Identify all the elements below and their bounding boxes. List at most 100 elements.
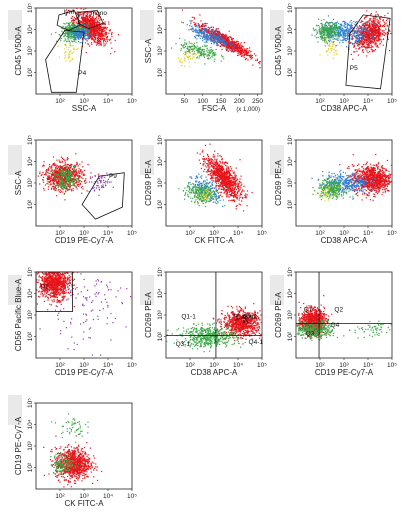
data-point xyxy=(207,57,210,59)
data-point xyxy=(106,26,108,29)
data-point xyxy=(86,23,88,26)
data-point xyxy=(91,20,93,22)
data-point xyxy=(88,28,90,31)
data-point xyxy=(198,51,200,54)
data-point xyxy=(72,19,74,21)
data-point xyxy=(88,45,91,47)
data-point xyxy=(86,28,88,30)
data-point xyxy=(217,37,219,39)
data-point xyxy=(98,22,101,24)
data-point xyxy=(344,25,346,28)
data-point xyxy=(238,47,240,50)
data-point xyxy=(105,28,108,30)
data-point xyxy=(100,18,102,20)
data-point xyxy=(90,29,92,31)
data-point xyxy=(242,46,244,48)
data-point xyxy=(96,34,99,36)
data-point xyxy=(71,185,73,187)
data-point xyxy=(67,38,69,40)
data-point xyxy=(91,18,93,20)
data-point xyxy=(223,42,225,44)
data-point xyxy=(76,35,78,37)
data-point xyxy=(361,30,363,32)
data-point xyxy=(192,27,194,29)
data-point xyxy=(364,41,366,43)
data-point xyxy=(74,38,76,40)
data-point xyxy=(247,54,249,56)
data-point xyxy=(99,25,101,27)
data-point xyxy=(95,18,97,20)
data-point xyxy=(374,20,376,22)
data-point xyxy=(375,34,377,37)
data-point xyxy=(227,42,229,45)
data-point xyxy=(86,29,88,31)
data-point xyxy=(66,36,68,38)
data-point xyxy=(180,60,182,62)
data-point xyxy=(80,8,82,10)
data-point xyxy=(198,31,200,33)
data-point xyxy=(107,39,109,41)
data-point xyxy=(90,24,92,26)
data-point xyxy=(78,40,80,43)
data-point xyxy=(89,36,91,39)
data-point xyxy=(206,48,208,50)
data-point xyxy=(191,50,193,52)
data-point xyxy=(71,27,74,29)
data-point xyxy=(70,36,72,38)
data-point xyxy=(203,52,205,54)
data-point xyxy=(74,35,76,37)
data-point xyxy=(211,34,213,36)
data-point xyxy=(68,23,71,25)
scan-smudge xyxy=(140,10,154,40)
data-point xyxy=(222,33,224,35)
data-point xyxy=(384,23,386,25)
data-point xyxy=(85,8,87,10)
data-point xyxy=(97,23,99,26)
data-point xyxy=(217,33,219,35)
data-point xyxy=(235,42,237,44)
data-point xyxy=(363,27,365,29)
data-point xyxy=(361,34,364,36)
data-point xyxy=(375,39,378,41)
data-point xyxy=(57,180,59,182)
data-point xyxy=(229,36,231,38)
data-point xyxy=(246,49,248,52)
data-point xyxy=(226,45,228,47)
data-point xyxy=(342,29,344,32)
data-point xyxy=(88,14,91,16)
data-point xyxy=(375,45,377,47)
data-point xyxy=(211,32,214,34)
data-point xyxy=(360,41,362,43)
data-point xyxy=(224,43,226,45)
data-point xyxy=(234,45,236,47)
data-point xyxy=(214,40,216,42)
data-point xyxy=(68,22,70,24)
data-point xyxy=(79,34,81,36)
data-point xyxy=(204,63,206,65)
data-point xyxy=(338,25,340,28)
data-point xyxy=(246,50,248,53)
data-point xyxy=(82,12,84,14)
data-point xyxy=(67,30,70,33)
data-point xyxy=(91,24,93,27)
data-point xyxy=(219,42,222,44)
data-point xyxy=(199,53,202,55)
data-point xyxy=(377,44,379,46)
data-point xyxy=(79,41,81,44)
data-point xyxy=(94,38,97,40)
data-point xyxy=(205,53,207,56)
data-point xyxy=(208,35,210,37)
data-point xyxy=(191,42,193,45)
data-point xyxy=(193,42,196,44)
data-point xyxy=(99,43,101,45)
data-point xyxy=(87,25,89,27)
data-point xyxy=(188,29,190,31)
data-point xyxy=(184,45,187,48)
data-point xyxy=(193,45,195,47)
data-point xyxy=(76,36,78,38)
data-point xyxy=(87,28,89,30)
data-point xyxy=(220,36,222,38)
data-point xyxy=(180,58,182,60)
data-point xyxy=(206,47,208,49)
data-point xyxy=(94,40,96,42)
